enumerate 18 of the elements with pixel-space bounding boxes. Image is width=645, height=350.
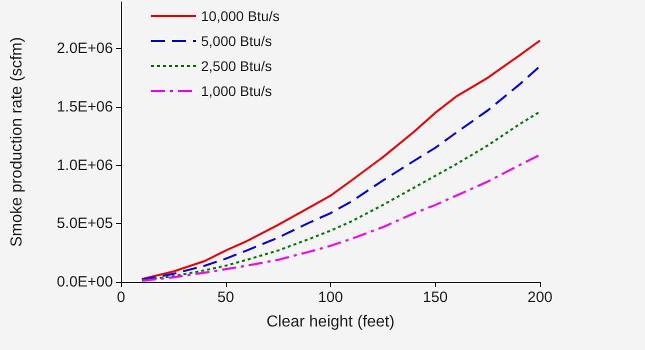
legend-label: 5,000 Btu/s bbox=[201, 33, 272, 49]
x-tick-label: 200 bbox=[527, 289, 553, 306]
x-tick-label: 0 bbox=[116, 289, 126, 306]
y-tick-label: 5.0E+05 bbox=[56, 215, 113, 232]
x-tick-label: 50 bbox=[217, 289, 234, 306]
y-tick-label: 1.5E+06 bbox=[56, 98, 113, 116]
legend-label: 10,000 Btu/s bbox=[201, 8, 280, 24]
line-series bbox=[140, 110, 541, 282]
y-tick-label: 1.0E+06 bbox=[56, 156, 113, 174]
y-tick-label: 2.0E+06 bbox=[56, 40, 113, 58]
y-axis-title: Smoke production rate (scfm) bbox=[8, 37, 26, 247]
x-tick-label: 100 bbox=[318, 289, 344, 306]
legend-label: 2,500 Btu/s bbox=[201, 58, 272, 74]
y-tick-label: 0.0E+00 bbox=[56, 274, 113, 290]
line-series bbox=[140, 154, 541, 282]
x-tick-label: 150 bbox=[422, 289, 448, 306]
x-axis-title: Clear height (feet) bbox=[266, 314, 395, 330]
legend-label: 1,000 Btu/s bbox=[201, 83, 272, 99]
